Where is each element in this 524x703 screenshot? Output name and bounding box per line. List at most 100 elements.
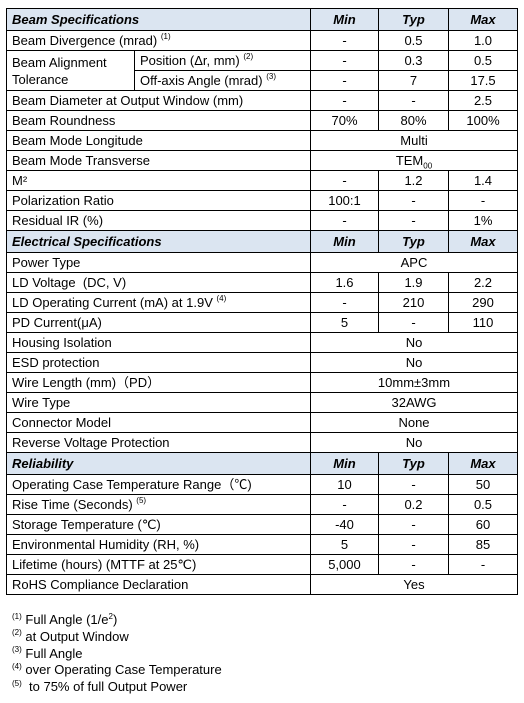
row-beam-roundness: Beam Roundness 70% 80% 100% [6,110,518,131]
footnote: (2) at Output Window [12,628,129,644]
section-title: Electrical Specifications [6,230,311,253]
typ-value: - [378,534,449,555]
footnote-mark: (5) [136,495,147,505]
row-label: Power Type [6,252,311,273]
row-lifetime: Lifetime (hours) (MTTF at 25℃) 5,000 - - [6,554,518,575]
typ-value: 0.2 [378,494,449,515]
max-value: - [448,190,518,211]
footnote: (3) Full Angle [12,645,83,661]
typ-value: - [378,514,449,535]
row-beam-alignment-position: Beam Alignment Tolerance Position (Δr, m… [6,50,518,91]
row-connector-model: Connector Model None [6,412,518,433]
min-value: 1.6 [310,272,379,293]
row-housing-isolation: Housing Isolation No [6,332,518,353]
min-value: 100:1 [310,190,379,211]
row-label: Environmental Humidity (RH, %) [6,534,311,555]
footnote-mark: (2) [243,51,254,61]
typ-header: Typ [378,230,449,253]
row-label: Beam Roundness [6,110,311,131]
min-value: - [310,292,379,313]
max-value: 1.0 [448,30,518,51]
max-value: 17.5 [448,70,518,91]
sub-label: Position (Δr, mm) (2) [134,50,311,71]
min-value: - [310,30,379,51]
min-value: - [310,494,379,515]
typ-value: 80% [378,110,449,131]
merged-value: None [310,412,518,433]
max-value: 100% [448,110,518,131]
specifications-table: Beam Specifications Min Typ Max Beam Div… [6,8,518,595]
footnote-mark: (1) [160,31,171,41]
reliability-section-header: Reliability Min Typ Max [6,452,518,475]
row-label: ESD protection [6,352,311,373]
row-label: Connector Model [6,412,311,433]
row-wire-length: Wire Length (mm)（PD） 10mm±3mm [6,372,518,393]
typ-value: - [378,312,449,333]
max-value: 0.5 [448,50,518,71]
merged-value: APC [310,252,518,273]
row-label: Polarization Ratio [6,190,311,211]
footnote: (4) over Operating Case Temperature [12,662,222,678]
max-value: 0.5 [448,494,518,515]
min-value: 10 [310,474,379,495]
max-value: 60 [448,514,518,535]
typ-value: - [378,210,449,231]
row-m2: M² - 1.2 1.4 [6,170,518,191]
row-esd-protection: ESD protection No [6,352,518,373]
max-value: 110 [448,312,518,333]
footnote: (5) to 75% of full Output Power [12,678,188,695]
row-label: Wire Length (mm)（PD） [6,372,311,393]
row-label: Beam Diameter at Output Window (mm) [6,90,311,111]
row-label: Beam Divergence (mrad) (1) [6,30,311,51]
min-value: - [310,90,379,111]
min-value: 70% [310,110,379,131]
row-label: M² [6,170,311,191]
footnote-mark: (3) [266,71,276,81]
merged-value: 10mm±3mm [310,372,518,393]
merged-value: Multi [310,130,518,151]
merged-value: No [310,432,518,453]
row-label: Beam Alignment Tolerance [6,50,135,91]
row-label: Reverse Voltage Protection [6,432,311,453]
typ-value: 7 [378,70,449,91]
row-label: Beam Mode Transverse [6,150,311,171]
min-header: Min [310,230,379,253]
max-header: Max [448,8,518,31]
row-ld-operating-current: LD Operating Current (mA) at 1.9V (4) - … [6,292,518,313]
typ-value: 1.2 [378,170,449,191]
typ-value: - [378,474,449,495]
row-label: Beam Mode Longitude [6,130,311,151]
merged-value: No [310,352,518,373]
electrical-section-header: Electrical Specifications Min Typ Max [6,230,518,253]
row-polarization-ratio: Polarization Ratio 100:1 - - [6,190,518,211]
min-header: Min [310,452,379,475]
max-value: 50 [448,474,518,495]
typ-value: 1.9 [378,272,449,293]
row-label: Housing Isolation [6,332,311,353]
row-wire-type: Wire Type 32AWG [6,392,518,413]
max-value: 1% [448,210,518,231]
row-label: LD Operating Current (mA) at 1.9V (4) [6,292,311,313]
row-rohs-compliance: RoHS Compliance Declaration Yes [6,574,518,595]
min-value: - [310,210,379,231]
max-value: 85 [448,534,518,555]
row-reverse-voltage-protection: Reverse Voltage Protection No [6,432,518,453]
row-operating-case-temperature: Operating Case Temperature Range（℃) 10 -… [6,474,518,495]
row-rise-time: Rise Time (Seconds) (5) - 0.2 0.5 [6,494,518,515]
row-label: PD Current(μA) [6,312,311,333]
max-value: 1.4 [448,170,518,191]
merged-value: 32AWG [310,392,518,413]
row-environmental-humidity: Environmental Humidity (RH, %) 5 - 85 [6,534,518,555]
typ-value: - [378,554,449,575]
typ-header: Typ [378,452,449,475]
row-label: Lifetime (hours) (MTTF at 25℃) [6,554,311,575]
footnotes: (1) Full Angle (1/e2) (2) at Output Wind… [12,612,222,696]
row-label: Storage Temperature (℃) [6,514,311,535]
row-label: Residual IR (%) [6,210,311,231]
footnote-mark: (4) [216,293,227,303]
row-label: LD Voltage (DC, V) [6,272,311,293]
row-power-type: Power Type APC [6,252,518,273]
typ-value: 210 [378,292,449,313]
min-value: - [310,50,379,71]
row-beam-mode-longitude: Beam Mode Longitude Multi [6,130,518,151]
